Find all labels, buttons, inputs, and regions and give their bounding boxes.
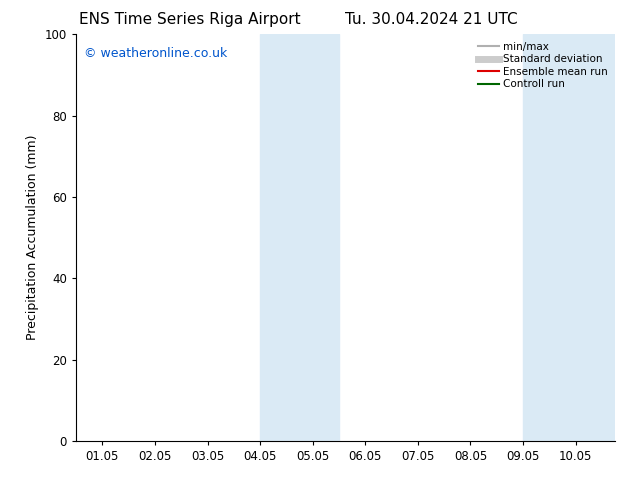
Y-axis label: Precipitation Accumulation (mm): Precipitation Accumulation (mm) [26, 135, 39, 341]
Bar [523, 34, 615, 441]
Bar [260, 34, 339, 441]
Text: ENS Time Series Riga Airport: ENS Time Series Riga Airport [79, 12, 301, 27]
Legend: min/max, Standard deviation, Ensemble mean run, Controll run: min/max, Standard deviation, Ensemble me… [474, 37, 612, 94]
Text: © weatheronline.co.uk: © weatheronline.co.uk [84, 47, 228, 59]
Text: Tu. 30.04.2024 21 UTC: Tu. 30.04.2024 21 UTC [345, 12, 517, 27]
